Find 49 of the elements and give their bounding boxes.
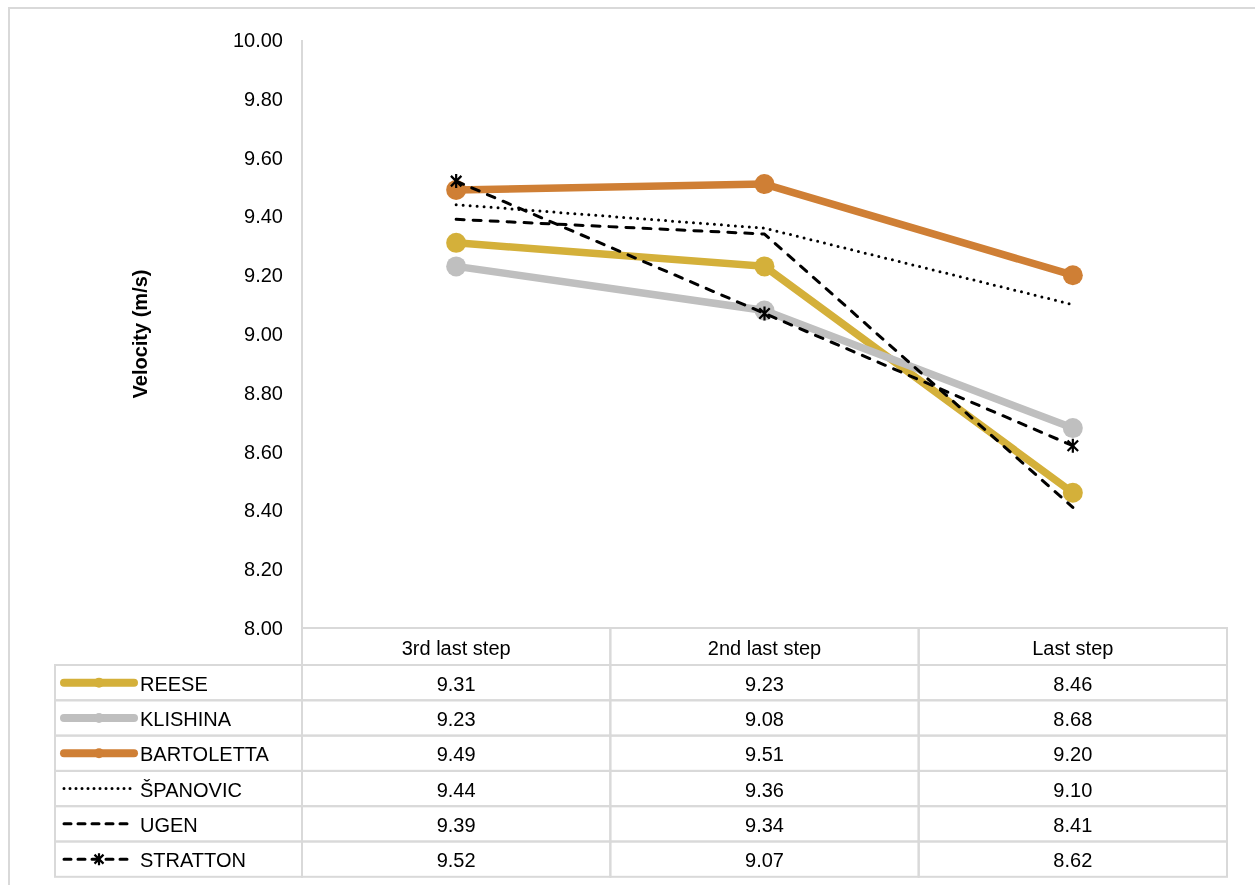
legend-label: KLISHINA <box>140 707 232 730</box>
y-tick-label: 8.80 <box>244 381 283 404</box>
point <box>449 173 463 190</box>
y-tick-label: 9.60 <box>244 146 283 169</box>
y-tick-label: 8.00 <box>244 617 283 639</box>
data-label: 9.07 <box>745 849 784 872</box>
point <box>1066 437 1080 454</box>
data-label: 9.08 <box>745 707 784 730</box>
legend-label: ŠPANOVIC <box>140 778 242 801</box>
data-label: 8.62 <box>1053 849 1093 872</box>
legend-label: STRATTON <box>140 849 246 872</box>
y-tick-label: 8.40 <box>244 499 283 522</box>
x-tick-label: 2nd last step <box>707 636 822 659</box>
point <box>758 305 771 322</box>
data-label: 9.52 <box>436 849 476 872</box>
point <box>1062 482 1083 503</box>
y-axis-title: Velocity (m/s) <box>129 269 151 399</box>
point <box>446 232 467 253</box>
legend-label: REESE <box>140 672 208 695</box>
data-label: 8.68 <box>1053 707 1093 730</box>
point <box>446 256 467 277</box>
point <box>1062 265 1083 286</box>
x-tick-label: 3rd last step <box>401 636 511 659</box>
data-label: 9.10 <box>1053 778 1093 801</box>
data-label: 9.51 <box>745 743 784 766</box>
point <box>1062 418 1083 439</box>
data-label: 9.44 <box>436 778 476 801</box>
y-tick-label: 8.60 <box>244 440 283 463</box>
y-tick-label: 9.80 <box>244 87 283 110</box>
data-label: 9.34 <box>745 813 784 836</box>
data-label: 8.46 <box>1053 672 1093 695</box>
y-tick-label: 9.20 <box>244 264 283 287</box>
legend-label: UGEN <box>140 813 198 836</box>
point <box>754 174 775 195</box>
data-label: 9.31 <box>436 672 476 695</box>
data-label: 8.41 <box>1053 813 1093 836</box>
y-tick-label: 9.40 <box>244 205 283 228</box>
data-label: 9.36 <box>745 778 784 801</box>
y-tick-label: 10.00 <box>232 29 283 51</box>
data-label: 9.23 <box>436 707 476 730</box>
x-tick-label: Last step <box>1032 636 1114 659</box>
point <box>754 256 775 277</box>
legend-label: BARTOLETTA <box>140 743 270 766</box>
data-label: 9.49 <box>436 743 476 766</box>
y-tick-label: 9.00 <box>244 323 283 345</box>
data-label: 9.20 <box>1053 743 1093 766</box>
y-tick-label: 8.20 <box>244 558 283 581</box>
data-label: 9.23 <box>745 672 784 695</box>
data-label: 9.39 <box>436 813 476 836</box>
